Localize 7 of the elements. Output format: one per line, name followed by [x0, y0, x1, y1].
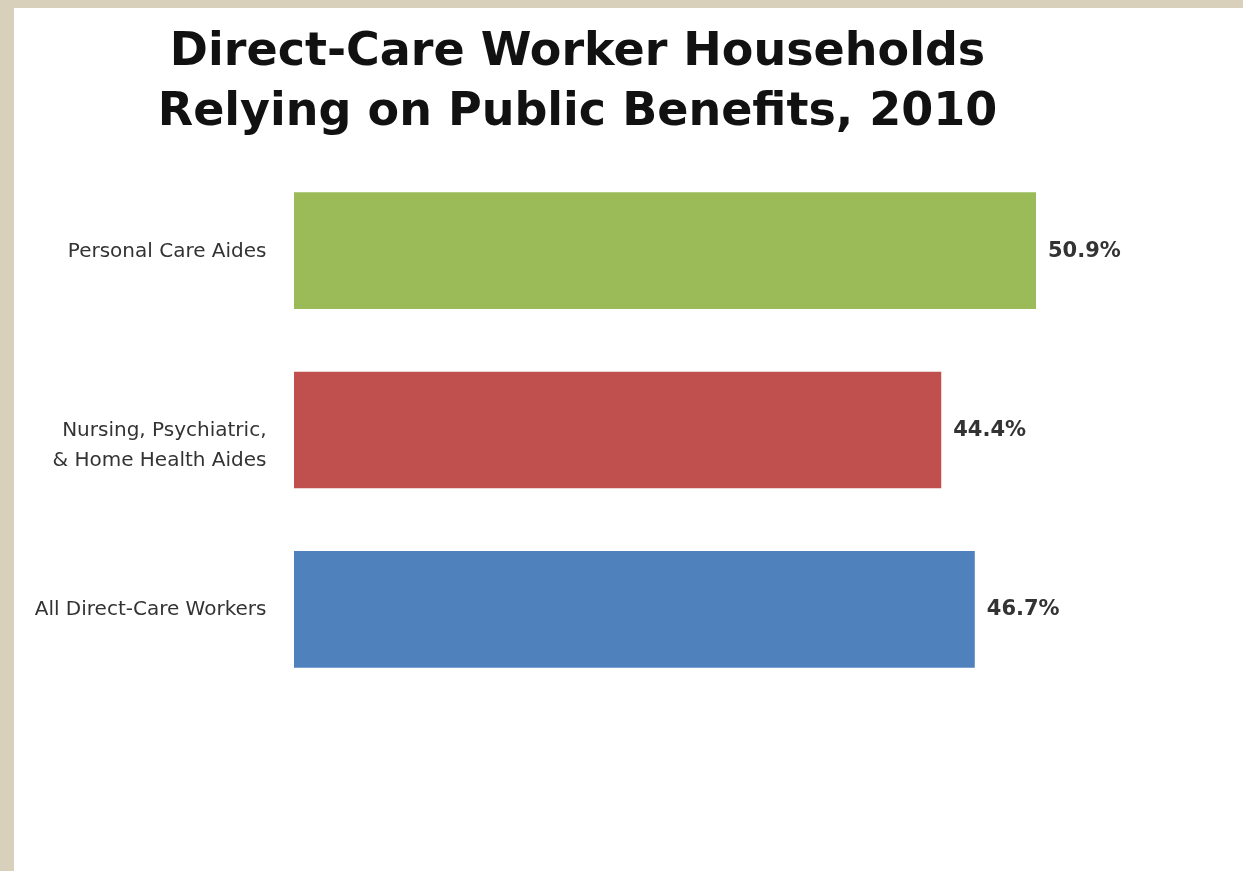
- data-label: 44.4%: [953, 417, 1027, 441]
- data-label: 50.9%: [1048, 237, 1121, 262]
- chart-title: Direct-Care Worker Households Relying on Public Benefits, 2010: [157, 22, 998, 136]
- y-tick-label: All Direct-Care Workers: [34, 596, 267, 621]
- y-tick-label: Nursing, Psychiatric, & Home Health Aides: [52, 417, 267, 471]
- data-label: 46.7%: [986, 596, 1060, 621]
- y-tick-label: Personal Care Aides: [67, 237, 267, 262]
